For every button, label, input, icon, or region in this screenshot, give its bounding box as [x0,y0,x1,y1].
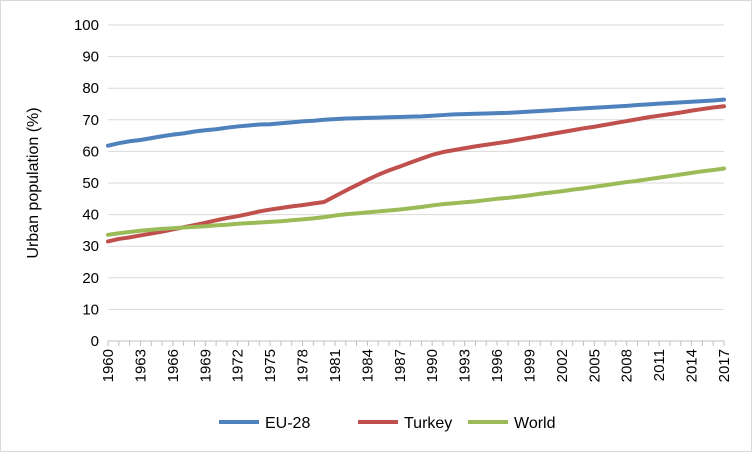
x-tick-label: 1999 [521,349,538,382]
x-tick-label: 1981 [327,349,344,382]
x-tick-label: 1969 [197,349,214,382]
y-tick-label: 20 [82,270,99,287]
x-tick-label: 1990 [424,349,441,382]
x-tick-label: 1984 [359,349,376,382]
y-tick-label: 30 [82,238,99,255]
y-tick-label: 40 [82,207,99,224]
legend-label: Turkey [404,415,452,432]
y-tick-label: 80 [82,80,99,97]
x-tick-label: 2002 [554,349,571,382]
x-tick-label: 1996 [489,349,506,382]
x-tick-label: 1972 [230,349,247,382]
x-tick-label: 2017 [716,349,733,382]
x-tick-label: 1966 [165,349,182,382]
x-tick-label: 2011 [651,349,668,381]
y-tick-label: 60 [82,143,99,160]
series-lines [106,97,726,244]
x-tick-label: 2008 [619,349,636,382]
x-tick-label: 1963 [132,349,149,382]
x-tick-labels: 1960 1963 1966 1969 1972 1975 1978 1981 1984 1987… [100,349,733,382]
y-tick-label: 90 [82,49,99,66]
x-tick-label: 2005 [586,349,603,382]
y-tick-label: 100 [74,17,99,34]
legend-label: World [514,415,556,432]
x-tick-label: 1993 [457,349,474,382]
axes [107,340,725,346]
y-axis-label: Urban population (%) [25,107,42,258]
x-tick-label: 1978 [295,349,312,382]
y-tick-labels: 0 10 20 30 40 50 60 70 80 90 100 [74,17,99,350]
y-tick-label: 10 [82,301,99,318]
x-tick-label: 1960 [100,349,117,382]
series-line-eu-28 [106,97,726,148]
legend: EU-28 Turkey World [219,415,556,432]
x-tick-label: 1987 [392,349,409,382]
gridlines [108,24,724,310]
legend-label: EU-28 [265,415,310,432]
y-tick-label: 70 [82,112,99,129]
y-tick-label: 50 [82,175,99,192]
y-tick-label: 0 [91,333,99,350]
series-line-turkey [106,104,726,244]
x-tick-label: 2014 [684,349,701,382]
x-tick-label: 1975 [262,349,279,382]
series-line-world [106,166,726,237]
